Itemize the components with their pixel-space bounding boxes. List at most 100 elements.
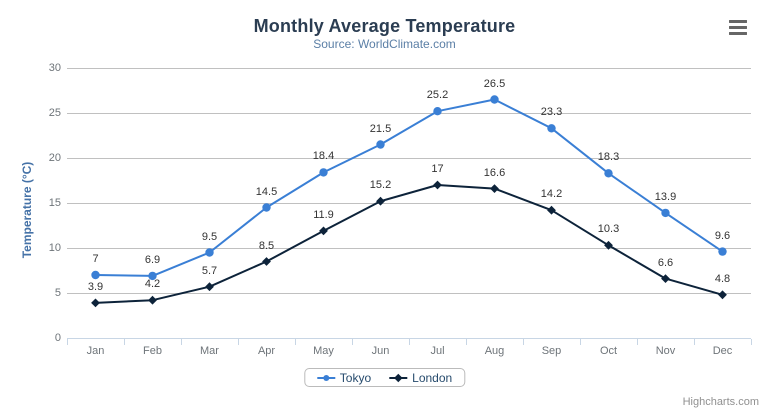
data-point-marker[interactable]	[148, 295, 157, 305]
data-point-marker[interactable]	[547, 124, 556, 133]
data-label: 17	[431, 163, 444, 175]
x-axis-tick	[637, 339, 638, 345]
data-point-marker[interactable]	[262, 203, 271, 212]
data-label: 16.6	[483, 166, 506, 179]
data-label: 6.6	[657, 256, 674, 269]
data-point-marker[interactable]	[91, 298, 100, 308]
x-axis-tick	[409, 339, 410, 345]
legend: Tokyo London	[303, 368, 466, 387]
data-point-marker[interactable]	[661, 208, 670, 218]
hamburger-menu-icon[interactable]	[725, 16, 751, 38]
x-axis-tick-label: Jun	[371, 345, 390, 357]
x-axis-tick-label: Jul	[430, 345, 445, 357]
data-label: 14.2	[540, 188, 563, 201]
data-point-marker[interactable]	[661, 274, 670, 283]
data-point-marker[interactable]	[433, 107, 442, 116]
x-axis-tick	[523, 339, 524, 345]
data-label: 25.2	[426, 89, 449, 102]
data-point-marker[interactable]	[91, 270, 100, 280]
data-label: 3.9	[87, 280, 104, 293]
data-label: 10.3	[597, 223, 620, 236]
chart-title: Monthly Average Temperature	[253, 16, 516, 36]
x-axis-tick-label: Feb	[143, 345, 162, 357]
data-point-marker[interactable]	[604, 240, 613, 250]
x-axis-tick	[181, 339, 182, 345]
data-label: 18.4	[312, 150, 335, 163]
data-label: 4.8	[714, 272, 731, 285]
x-axis-tick-label: May	[313, 345, 334, 357]
gridline	[67, 203, 751, 204]
legend-item-label: London	[412, 370, 453, 385]
legend-item-tokyo[interactable]: Tokyo	[316, 370, 372, 385]
data-point-marker[interactable]	[205, 282, 214, 292]
y-axis-tick-label: 20	[48, 152, 61, 164]
x-axis-tick-label: Dec	[712, 345, 733, 357]
x-axis-tick-label: Apr	[257, 345, 276, 357]
data-point-marker[interactable]	[547, 205, 556, 215]
x-axis-tick	[352, 339, 353, 345]
data-label: 4.2	[144, 278, 161, 291]
y-axis-tick-label: 5	[54, 287, 61, 299]
hamburger-bar-2	[729, 25, 747, 29]
gridline	[67, 113, 751, 114]
data-point-marker[interactable]	[376, 196, 385, 206]
y-axis-tick-label: 25	[48, 107, 61, 119]
legend-item-london[interactable]: London	[389, 371, 452, 385]
y-axis-tick-label: 15	[48, 197, 61, 209]
data-label: 13.9	[654, 190, 677, 203]
data-point-marker[interactable]	[319, 168, 328, 177]
hamburger-bar-1	[729, 19, 747, 23]
data-point-marker[interactable]	[262, 257, 271, 266]
data-label: 14.5	[255, 185, 278, 198]
data-label: 21.5	[369, 122, 392, 135]
x-axis-tick-label: Nov	[655, 345, 676, 357]
data-label: 7	[92, 253, 99, 265]
data-label: 9.5	[201, 230, 218, 243]
legend-item-label: Tokyo	[339, 370, 372, 385]
legend-symbol-icon	[389, 373, 408, 383]
credits-label[interactable]: Highcharts.com	[682, 396, 759, 408]
x-axis-tick	[124, 339, 125, 345]
gridline	[67, 158, 751, 159]
y-axis-tick-label: 30	[48, 62, 61, 74]
data-label: 9.6	[714, 229, 731, 242]
x-axis-line	[67, 338, 751, 339]
x-axis-tick-label: Sep	[541, 345, 562, 357]
gridline	[67, 293, 751, 294]
plot-area	[67, 68, 751, 338]
data-label: 5.7	[201, 264, 218, 277]
hamburger-bar-3	[729, 31, 747, 35]
data-label: 8.5	[258, 239, 275, 252]
data-label: 18.3	[597, 151, 620, 164]
x-axis-tick	[751, 339, 752, 345]
data-point-marker[interactable]	[205, 248, 214, 257]
data-label: 26.5	[483, 77, 506, 90]
chart-subtitle: Source: WorldClimate.com	[313, 37, 456, 51]
x-axis-tick-label: Mar	[200, 345, 219, 357]
data-label: 11.9	[313, 208, 334, 221]
data-point-marker[interactable]	[490, 95, 499, 104]
data-point-marker[interactable]	[319, 226, 328, 236]
x-axis-tick-label: Aug	[484, 345, 505, 357]
data-label: 23.3	[540, 106, 563, 119]
data-label: 6.9	[144, 253, 161, 266]
data-point-marker[interactable]	[490, 184, 499, 193]
data-point-marker[interactable]	[718, 247, 727, 256]
data-point-marker[interactable]	[433, 180, 442, 190]
data-label: 15.2	[369, 179, 392, 192]
x-axis-tick-label: Jan	[86, 345, 105, 357]
y-axis-tick-label: 10	[48, 242, 61, 254]
y-axis-title: Temperature (°C)	[20, 161, 34, 259]
data-point-marker[interactable]	[718, 290, 727, 300]
legend-symbol-icon	[316, 373, 335, 383]
x-axis-tick	[466, 339, 467, 345]
x-axis-tick	[694, 339, 695, 345]
x-axis-tick	[295, 339, 296, 345]
data-point-marker[interactable]	[604, 169, 613, 178]
data-point-marker[interactable]	[376, 140, 385, 149]
x-axis-tick	[238, 339, 239, 345]
gridline	[67, 68, 751, 69]
y-axis: 0 5 10 15 20 25 30	[0, 0, 61, 416]
x-axis-tick	[580, 339, 581, 345]
